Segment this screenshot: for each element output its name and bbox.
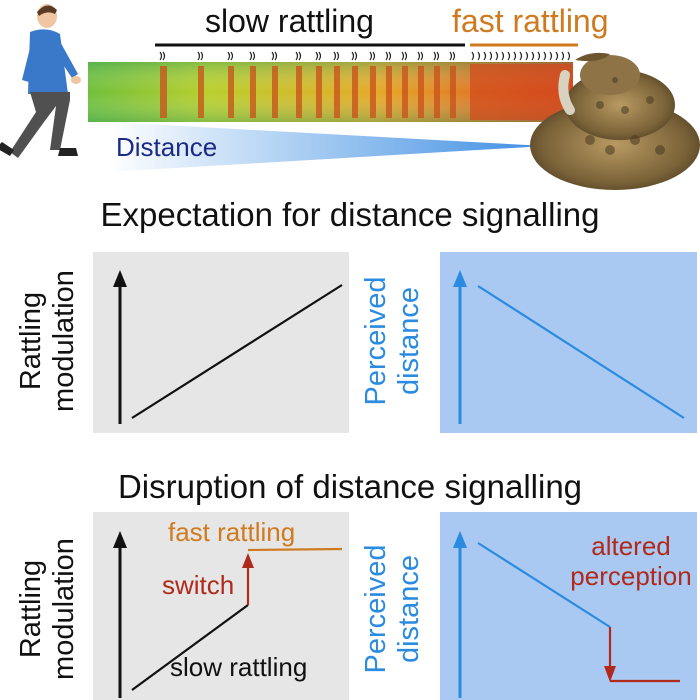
y-axis-label-line: distance <box>393 287 425 396</box>
slow-rattling-label: slow rattling <box>205 3 374 39</box>
y-axis-label-line: distance <box>393 555 425 664</box>
fast-rattling-label: fast rattling <box>452 3 609 39</box>
panel-disruption-perceived <box>440 512 697 700</box>
arrowhead-icon <box>604 666 616 682</box>
fast-rattling-line <box>247 547 343 552</box>
fast-rattling-annotation: fast rattling <box>168 517 296 547</box>
switch-annotation: switch <box>162 570 235 600</box>
y-axis-label-perceived-distance: Perceived distance <box>360 519 426 699</box>
y-axis-label-rattling-modulation: Rattling modulation <box>15 251 81 431</box>
arrowhead-icon <box>242 553 254 568</box>
rattlesnake-icon <box>530 52 700 190</box>
sound-marks <box>159 51 571 61</box>
walking-person-icon <box>0 4 81 158</box>
perceived-distance-line <box>477 285 685 419</box>
slow-rattling-annotation: slow rattling <box>170 652 308 682</box>
y-axis-label-line: modulation <box>48 538 80 680</box>
spectrogram <box>88 51 573 122</box>
distance-label: Distance <box>116 132 218 162</box>
perceived-distance-line <box>477 542 611 628</box>
y-axis-label-line: Perceived <box>360 544 392 674</box>
distance-wedge <box>108 122 545 172</box>
panel-disruption-rattling <box>93 512 349 700</box>
altered-perception-annotation: altered perception <box>566 531 696 591</box>
annotation-line: perception <box>570 561 692 591</box>
arrowhead-icon <box>113 270 127 287</box>
spectrogram-pulses <box>160 66 456 118</box>
y-axis-label-line: Rattling <box>15 291 47 391</box>
annotation-line: altered <box>591 531 671 561</box>
fast-rattle-block <box>470 64 573 120</box>
y-axis-label-line: Perceived <box>360 276 392 406</box>
arrowhead-icon <box>453 270 467 287</box>
y-axis-label-perceived-distance: Perceived distance <box>360 251 426 431</box>
panel-expectation-rattling <box>93 252 349 433</box>
y-axis-label-rattling-modulation: Rattling modulation <box>15 519 81 699</box>
panel-expectation-perceived <box>440 252 697 433</box>
y-axis-label-line: modulation <box>48 270 80 412</box>
arrowhead-icon <box>113 531 127 548</box>
section-title-expectation: Expectation for distance signalling <box>100 196 600 233</box>
arrowhead-icon <box>453 531 467 548</box>
y-axis-label-line: Rattling <box>15 559 47 659</box>
slow-rattling-line <box>131 604 249 691</box>
rattling-trend-line <box>131 284 343 419</box>
section-title-disruption: Disruption of distance signalling <box>117 468 583 505</box>
